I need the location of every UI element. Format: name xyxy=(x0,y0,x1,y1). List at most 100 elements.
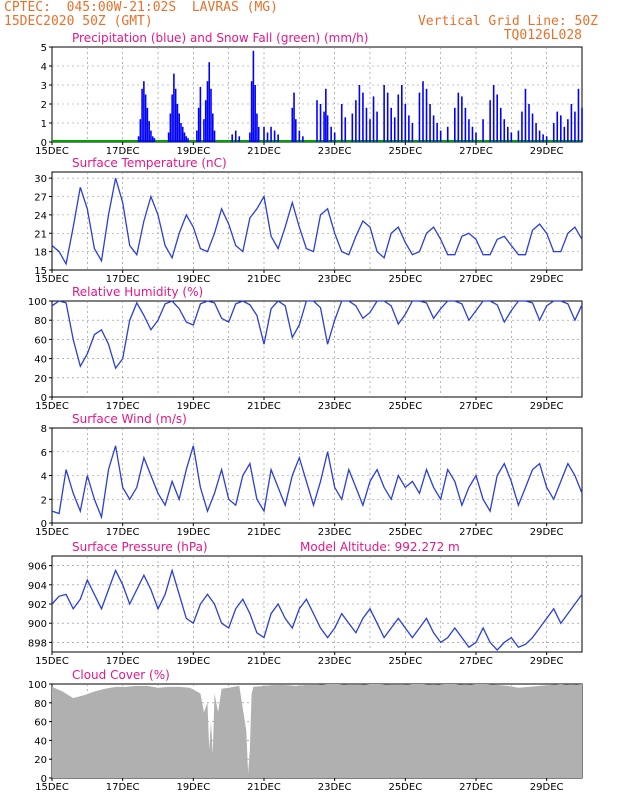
precip-bar xyxy=(340,104,343,142)
precip-bar xyxy=(316,100,318,142)
precip-bar xyxy=(390,107,392,142)
x-tick-label: 27DEC xyxy=(459,656,493,667)
x-tick-label: 21DEC xyxy=(247,146,281,157)
y-tick-label: 21 xyxy=(34,229,47,240)
y-tick-label: 40 xyxy=(34,736,47,747)
panel-title: Relative Humidity (%) xyxy=(72,285,203,299)
precip-bar xyxy=(425,88,428,142)
y-tick-label: 0 xyxy=(41,519,47,530)
x-tick-label: 29DEC xyxy=(530,527,564,538)
precip-bar xyxy=(542,134,544,142)
precip-bar xyxy=(429,104,431,142)
y-tick-label: 5 xyxy=(41,43,47,54)
precip-bar xyxy=(183,132,186,142)
panel-2 xyxy=(49,171,583,273)
series-line xyxy=(51,177,583,266)
precip-bar xyxy=(369,119,371,142)
y-tick-label: 0 xyxy=(41,138,47,149)
precip-bar xyxy=(238,136,241,142)
precip-bar xyxy=(535,123,537,142)
precip-bar xyxy=(273,130,276,142)
y-tick-label: 24 xyxy=(34,211,47,222)
y-tick-label: 1 xyxy=(41,119,47,130)
precip-bar xyxy=(408,115,410,142)
y-tick-label: 4 xyxy=(41,62,47,73)
precip-bar xyxy=(211,113,214,142)
station-header: CPTEC: 045:00W-21:02S LAVRAS (MG) xyxy=(4,0,278,15)
precip-bar xyxy=(475,132,477,142)
precip-bar xyxy=(556,111,559,142)
precip-bar xyxy=(323,111,325,142)
precip-bar xyxy=(252,50,255,142)
x-tick-label: 21DEC xyxy=(247,782,281,793)
y-tick-label: 100 xyxy=(28,680,47,691)
y-tick-label: 898 xyxy=(28,638,47,649)
precip-bar xyxy=(178,113,180,142)
precip-bar xyxy=(567,119,569,142)
y-tick-label: 2 xyxy=(41,100,47,111)
y-tick-label: 906 xyxy=(28,562,47,573)
precip-bar xyxy=(180,123,182,142)
y-tick-label: 902 xyxy=(28,600,47,611)
x-tick-label: 17DEC xyxy=(106,656,140,667)
x-tick-label: 21DEC xyxy=(247,656,281,667)
y-tick-label: 18 xyxy=(34,248,47,259)
precip-bar xyxy=(386,92,389,142)
precip-bar xyxy=(432,115,435,142)
precip-bar xyxy=(151,136,154,142)
x-tick-label: 19DEC xyxy=(176,527,210,538)
precip-bar xyxy=(528,104,530,142)
y-tick-label: 3 xyxy=(41,81,47,92)
precip-bar xyxy=(355,100,357,142)
x-tick-label: 27DEC xyxy=(459,401,493,412)
x-tick-label: 21DEC xyxy=(247,401,281,412)
precip-bar xyxy=(295,119,297,142)
model-label: TQ0126L028 xyxy=(503,28,582,43)
x-tick-label: 21DEC xyxy=(247,527,281,538)
y-tick-label: 900 xyxy=(28,619,47,630)
y-tick-label: 27 xyxy=(34,193,47,204)
precip-bar xyxy=(563,126,566,142)
precip-bar xyxy=(266,132,269,142)
panel-title: Cloud Cover (%) xyxy=(72,668,170,682)
x-tick-label: 23DEC xyxy=(318,274,352,285)
precip-bar xyxy=(325,88,327,142)
precip-bar xyxy=(146,107,149,142)
precip-bar xyxy=(196,130,198,142)
x-tick-label: 29DEC xyxy=(530,274,564,285)
x-tick-label: 23DEC xyxy=(318,401,352,412)
precip-bar xyxy=(206,81,209,142)
precip-bar xyxy=(187,138,189,142)
x-tick-label: 15DEC xyxy=(35,782,69,793)
panel-3 xyxy=(49,300,583,400)
model-altitude-label: Model Altitude: 992.272 m xyxy=(300,540,460,554)
precip-bar xyxy=(552,123,555,142)
precip-bar xyxy=(173,73,175,142)
y-tick-label: 20 xyxy=(34,374,47,385)
x-tick-label: 15DEC xyxy=(35,527,69,538)
series-line xyxy=(51,568,583,652)
x-tick-label: 15DEC xyxy=(35,401,69,412)
precip-bar xyxy=(277,134,279,142)
y-tick-label: 20 xyxy=(34,755,47,766)
precip-bar xyxy=(330,126,332,142)
series-line xyxy=(51,445,583,520)
precip-bar xyxy=(293,92,295,142)
series-line xyxy=(51,300,583,370)
panel-title: Surface Temperature (nC) xyxy=(72,156,227,170)
precip-bar xyxy=(439,130,442,142)
date-header: 15DEC2020 50Z (GMT) xyxy=(4,14,153,29)
precip-bar xyxy=(471,126,474,142)
x-tick-label: 15DEC xyxy=(35,274,69,285)
x-tick-label: 19DEC xyxy=(176,274,210,285)
x-tick-label: 17DEC xyxy=(106,527,140,538)
precip-bar xyxy=(482,119,484,142)
x-tick-label: 25DEC xyxy=(388,274,422,285)
x-tick-label: 15DEC xyxy=(35,146,69,157)
precip-bar xyxy=(372,96,375,142)
x-tick-label: 17DEC xyxy=(106,146,140,157)
precip-bar xyxy=(362,92,364,142)
precip-bar xyxy=(174,88,177,142)
precip-bar xyxy=(333,132,336,142)
